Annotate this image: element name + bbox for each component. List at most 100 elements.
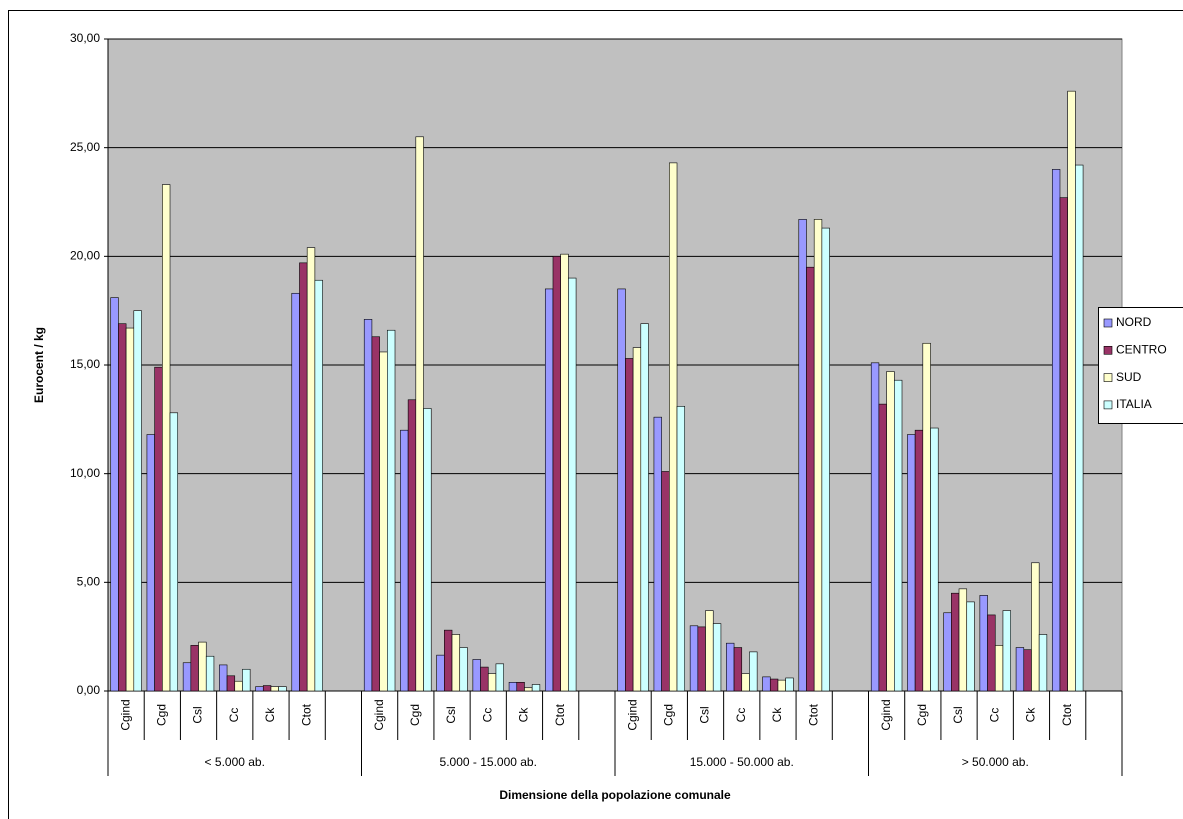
bar [451,634,461,692]
y-tick-label: 0,00 [77,683,101,697]
y-tick-label: 15,00 [70,357,100,371]
bar [777,679,786,692]
x-tick-label: Ctot [553,703,567,726]
legend-label: CENTRO [1116,342,1167,356]
bar [943,612,952,692]
bar [226,675,236,692]
bar [198,641,207,692]
legend-swatch [1103,318,1113,328]
bar [363,319,373,692]
bar [516,682,525,692]
bar [1038,634,1048,692]
bar [741,673,750,692]
bar [480,666,489,692]
x-tick-label: Csl [444,706,458,723]
bar [958,588,968,692]
group-label: 15.000 - 50.000 ab. [690,755,794,769]
bar [407,399,417,692]
bar [676,405,686,692]
bar [459,647,468,692]
group-label: < 5.000 ab. [205,755,265,769]
bar [878,403,887,692]
x-tick-label: Ck [263,707,277,723]
bar [162,184,171,692]
x-tick-label: Cgind [372,699,386,730]
group-label: > 50.000 ab. [962,755,1029,769]
bar [495,663,504,692]
bar [205,655,215,692]
bar [806,266,815,692]
bar [278,686,287,692]
legend-swatch [1103,400,1113,410]
x-tick-label: Cgind [625,699,639,730]
bar [133,310,142,692]
bar [306,247,316,692]
bar [979,595,988,692]
bar [712,623,722,692]
bar [1002,610,1011,692]
bar [726,642,735,692]
x-tick-label: Cgd [915,704,929,726]
bar [190,645,199,692]
bar [886,371,895,692]
x-tick-label: Cc [734,708,748,723]
bar [798,219,807,692]
bar [146,434,155,692]
bar [625,358,634,692]
bar [749,651,758,692]
bar [930,427,939,692]
group-label: 5.000 - 15.000 ab. [440,755,537,769]
legend-box [1098,307,1183,424]
bar [299,262,308,692]
bar [444,629,453,692]
bar [653,416,662,692]
bar [118,323,127,692]
x-tick-label: Ck [517,707,531,723]
bar [697,626,706,692]
bar [669,162,678,692]
x-tick-label: Cgd [661,704,675,726]
x-tick-label: Csl [951,706,965,723]
bar [762,676,771,692]
bar [689,625,699,692]
bar [966,601,975,692]
x-tick-label: Csl [698,706,712,723]
bar [524,687,533,692]
bar [813,219,823,692]
x-tick-label: Cgd [154,704,168,726]
legend-label: SUD [1116,370,1142,384]
y-axis-title: Eurocent / kg [32,327,46,403]
bar [661,471,670,692]
bar [894,379,903,692]
bar [552,256,561,692]
bar [531,684,541,692]
x-tick-label: Ck [770,707,784,723]
bar [1067,90,1076,692]
bar [821,227,830,692]
bar [914,429,924,692]
bar [568,277,577,692]
x-tick-label: Csl [191,706,205,723]
bar [415,136,424,692]
bar [182,662,192,692]
bar [472,659,481,692]
bar [379,351,388,692]
bar [1023,649,1032,692]
bar [234,680,243,692]
bar [219,664,228,692]
bar [255,686,264,692]
bar [110,297,119,692]
y-tick-label: 5,00 [77,575,101,589]
y-tick-label: 25,00 [70,140,100,154]
bar [387,329,396,692]
bar [907,434,916,692]
bar [987,614,996,692]
x-tick-label: Cgind [879,699,893,730]
x-tick-label: Ctot [1060,703,1074,726]
bar [922,342,931,692]
bar [870,362,880,692]
y-tick-label: 30,00 [70,31,100,45]
bar [242,668,251,692]
